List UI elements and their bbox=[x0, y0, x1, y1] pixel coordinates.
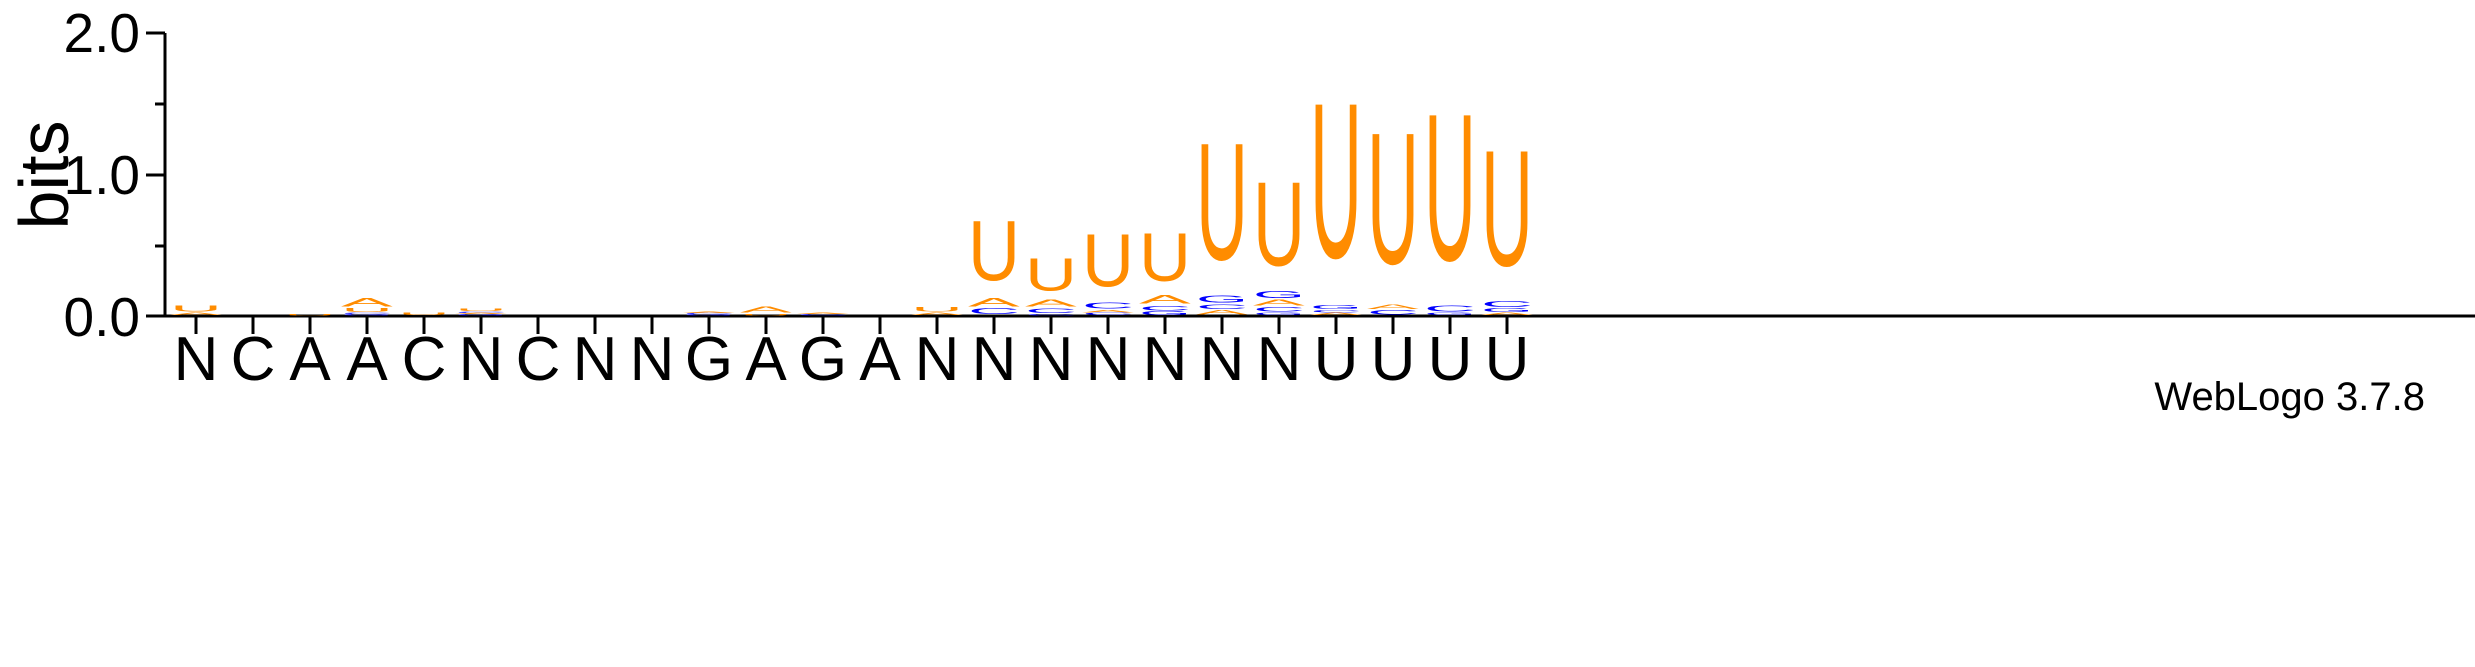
logo-letter-u: U bbox=[1481, 116, 1533, 301]
logo-letter-c: C bbox=[968, 306, 1020, 315]
logo-letter-u: U bbox=[911, 306, 963, 314]
weblogo-credit: WebLogo 3.7.8 bbox=[2154, 375, 2425, 419]
x-tick-label: U bbox=[1371, 325, 1416, 394]
logo-letter-a: A bbox=[1025, 297, 1077, 308]
x-tick-label: N bbox=[573, 325, 618, 394]
logo-letter-a: A bbox=[968, 296, 1020, 309]
logo-letter-c: C bbox=[1082, 312, 1134, 316]
y-axis-label: bits bbox=[5, 121, 83, 230]
logo-letter-c: C bbox=[1196, 303, 1248, 311]
logo-letter-g: G bbox=[1139, 310, 1191, 316]
logo-letter-u: U bbox=[455, 308, 507, 312]
logo-letter-c: C bbox=[683, 313, 735, 315]
logo-letter-a: A bbox=[797, 313, 849, 315]
x-tick-label: C bbox=[231, 325, 276, 394]
logo-letter-c: C bbox=[1253, 306, 1305, 314]
logo-letter-a: A bbox=[1253, 298, 1305, 308]
logo-letter-g: G bbox=[1253, 312, 1305, 316]
x-tick-label: U bbox=[1485, 325, 1530, 394]
logo-letter-g: G bbox=[1196, 293, 1248, 304]
x-tick-label: N bbox=[174, 325, 219, 394]
logo-letter-c: C bbox=[1082, 301, 1134, 310]
x-tick-label: N bbox=[1086, 325, 1131, 394]
logo-letter-a: A bbox=[1196, 308, 1248, 316]
logo-letter-c: C bbox=[1025, 307, 1077, 315]
logo-letter-u: U bbox=[1139, 219, 1191, 296]
x-tick-label: A bbox=[289, 325, 331, 394]
logo-letter-c: C bbox=[1481, 299, 1533, 308]
logo-letter-g: G bbox=[1424, 312, 1476, 316]
logo-letter-c: C bbox=[341, 313, 393, 315]
x-tick-label: N bbox=[1143, 325, 1188, 394]
logo-letter-g: G bbox=[1253, 289, 1305, 300]
x-tick-label: N bbox=[1200, 325, 1245, 394]
x-tick-label: A bbox=[859, 325, 901, 394]
logo-letter-u: U bbox=[1025, 248, 1077, 300]
logo-letter-g: G bbox=[683, 314, 735, 316]
logo-letter-a: A bbox=[911, 312, 963, 316]
x-tick-label: C bbox=[516, 325, 561, 394]
logo-letter-g: G bbox=[341, 314, 393, 316]
logo-letter-u: U bbox=[1367, 94, 1419, 304]
logo-letter-c: C bbox=[1367, 308, 1419, 316]
logo-letter-u: U bbox=[740, 314, 792, 316]
logo-letter-a: A bbox=[1367, 303, 1419, 311]
x-tick-label: N bbox=[1257, 325, 1302, 394]
y-tick-label: 2.0 bbox=[64, 2, 140, 64]
logo-letter-u: U bbox=[1310, 57, 1362, 305]
logo-letter-a: A bbox=[455, 313, 507, 315]
logo-letter-c: C bbox=[1025, 314, 1077, 316]
logo-letter-g: G bbox=[455, 314, 507, 316]
logo-letter-c: C bbox=[1139, 304, 1191, 312]
x-tick-label: G bbox=[685, 325, 733, 394]
x-tick-label: G bbox=[799, 325, 847, 394]
logo-letter-a: A bbox=[1139, 293, 1191, 306]
logo-letter-u: U bbox=[968, 203, 1020, 298]
logo-letter-u: U bbox=[341, 307, 393, 313]
logo-letter-a: A bbox=[1481, 312, 1533, 316]
x-tick-label: U bbox=[1314, 325, 1359, 394]
logo-letter-g: G bbox=[1481, 308, 1533, 314]
x-axis bbox=[165, 314, 2475, 334]
logo-letter-c: C bbox=[1424, 304, 1476, 313]
x-tick-label: N bbox=[1029, 325, 1074, 394]
x-tick-label: C bbox=[402, 325, 447, 394]
x-tick-label: N bbox=[972, 325, 1017, 394]
y-tick-label: 0.0 bbox=[64, 286, 140, 348]
logo-letter-c: C bbox=[797, 314, 849, 316]
logo-letter-a: A bbox=[1310, 312, 1362, 316]
logo-letter-a: A bbox=[341, 296, 393, 309]
logo-letter-u: U bbox=[398, 312, 450, 316]
logo-letter-a: A bbox=[170, 312, 222, 316]
x-tick-label: U bbox=[1428, 325, 1473, 394]
logo-letter-u: U bbox=[1196, 109, 1248, 296]
logo-letter-u: U bbox=[1253, 158, 1305, 291]
x-tick-label: N bbox=[915, 325, 960, 394]
logo-letter-a: A bbox=[683, 311, 735, 313]
logo-letter-u: U bbox=[1424, 71, 1476, 305]
x-tick-label: N bbox=[630, 325, 675, 394]
y-axis: 0.0 1.0 2.0 bits bbox=[5, 2, 167, 348]
x-tick-label: N bbox=[459, 325, 504, 394]
logo-letter-c: C bbox=[455, 311, 507, 313]
logo-letter-c: C bbox=[1310, 309, 1362, 313]
logo-letter-u: U bbox=[284, 314, 336, 316]
logo-letter-a: A bbox=[740, 305, 792, 315]
logo-letter-g: G bbox=[1310, 305, 1362, 311]
logo-letter-a: A bbox=[1082, 309, 1134, 313]
x-tick-label: A bbox=[745, 325, 787, 394]
logo-letter-u: U bbox=[170, 304, 222, 313]
y-tick-label: 1.0 bbox=[64, 144, 140, 206]
logo-letter-u: U bbox=[1082, 218, 1134, 303]
x-tick-label: A bbox=[346, 325, 388, 394]
